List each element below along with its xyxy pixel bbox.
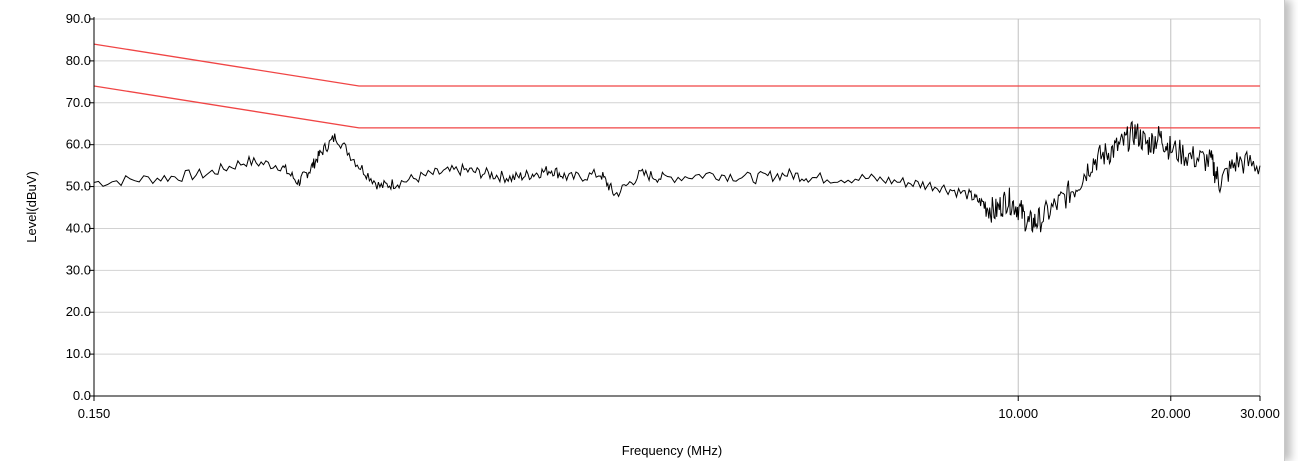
y-tick-label: 70.0	[66, 95, 91, 110]
y-tick-label: 50.0	[66, 179, 91, 194]
x-tick-label: 20.000	[1151, 406, 1191, 421]
limit-lines	[93, 43, 1260, 129]
x-tick-label: 30.000	[1240, 406, 1280, 421]
y-tick-label: 20.0	[66, 304, 91, 319]
series-line	[93, 120, 1261, 234]
y-tick-label: 80.0	[66, 53, 91, 68]
y-tick-label: 10.0	[66, 346, 91, 361]
y-tick-label: 0.0	[73, 388, 91, 403]
y-axis-title: Level(dBuV)	[24, 171, 39, 243]
x-tick-label: 0.150	[78, 406, 111, 421]
y-tick-label: 30.0	[66, 262, 91, 277]
series-layer	[93, 120, 1261, 234]
limit-line	[93, 85, 1260, 129]
tick-labels: 0.0 10.0 20.0 30.0 40.0 50.0 60.0 70.0 80.0 90.0 0…	[66, 11, 1280, 421]
grid	[94, 18, 1261, 396]
x-tick-label: 10.000	[998, 406, 1038, 421]
axes	[89, 17, 1261, 401]
y-tick-label: 40.0	[66, 220, 91, 235]
y-tick-label: 60.0	[66, 137, 91, 152]
x-axis-title: Frequency (MHz)	[622, 443, 722, 458]
y-tick-label: 90.0	[66, 11, 91, 26]
limit-line	[93, 43, 1260, 87]
